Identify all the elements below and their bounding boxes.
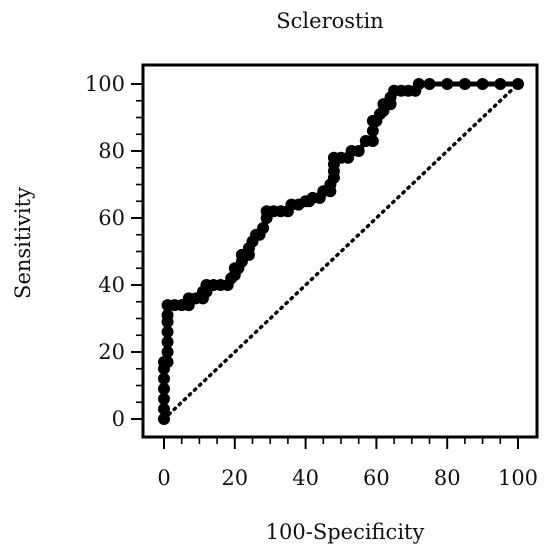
roc-curve-point [158,413,170,425]
roc-curve-point [161,335,174,348]
y-tick-label: 60 [98,206,125,230]
roc-curve-point [458,78,471,90]
y-tick-label: 100 [85,72,125,96]
roc-curve-point [158,372,170,385]
roc-curve-point [412,78,425,90]
roc-curve-point [158,402,170,415]
x-axis-label: 100-Specificity [266,520,425,544]
roc-curve-point [512,78,524,90]
x-tick-label: 20 [221,466,248,490]
plot-area: 0 20 40 60 80 100 0 20 40 60 80 100 [85,63,539,490]
y-tick-label: 0 [112,407,125,431]
roc-curve-point [161,325,174,338]
roc-curve-point [352,145,365,157]
x-tick-label: 40 [292,466,319,490]
roc-curve-point [494,78,507,90]
x-tick-label: 100 [498,466,538,490]
y-tick-label: 80 [98,139,125,163]
y-tick-label: 40 [98,273,125,297]
roc-curve-point [366,124,379,137]
roc-curve-point [161,309,174,322]
x-tick-label: 60 [363,466,390,490]
roc-curve-point [476,78,489,90]
reference-diagonal-line [162,82,520,421]
x-tick-label: 0 [157,466,170,490]
roc-curve-point [158,382,170,395]
roc-curve-point [161,346,174,358]
roc-curve-point [161,356,174,369]
roc-curve-point [158,392,170,405]
x-tick-label: 80 [434,466,461,490]
roc-curve-point [366,134,379,147]
y-tick-label: 20 [98,340,125,364]
roc-curve-point [423,78,436,90]
roc-curve-point [257,222,270,235]
y-axis-label: Sensitivity [11,187,35,299]
chart-title: Sclerostin [276,9,383,33]
roc-curve-point [441,78,454,90]
